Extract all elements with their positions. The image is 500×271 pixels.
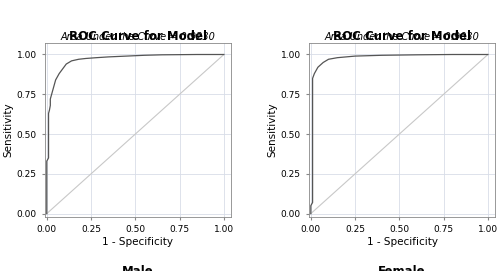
Title: ROC Curve for Model: ROC Curve for Model xyxy=(333,30,471,43)
Y-axis label: Sensitivity: Sensitivity xyxy=(268,103,278,157)
X-axis label: 1 - Specificity: 1 - Specificity xyxy=(366,237,438,247)
Text: Male: Male xyxy=(122,265,154,271)
Text: Area Under the Curve = 0.9230: Area Under the Curve = 0.9230 xyxy=(60,32,216,42)
Text: Female: Female xyxy=(378,265,426,271)
Y-axis label: Sensitivity: Sensitivity xyxy=(4,103,14,157)
Title: ROC Curve for Model: ROC Curve for Model xyxy=(69,30,207,43)
X-axis label: 1 - Specificity: 1 - Specificity xyxy=(102,237,174,247)
Text: Area Under the Curve = 0.9030: Area Under the Curve = 0.9030 xyxy=(324,32,480,42)
